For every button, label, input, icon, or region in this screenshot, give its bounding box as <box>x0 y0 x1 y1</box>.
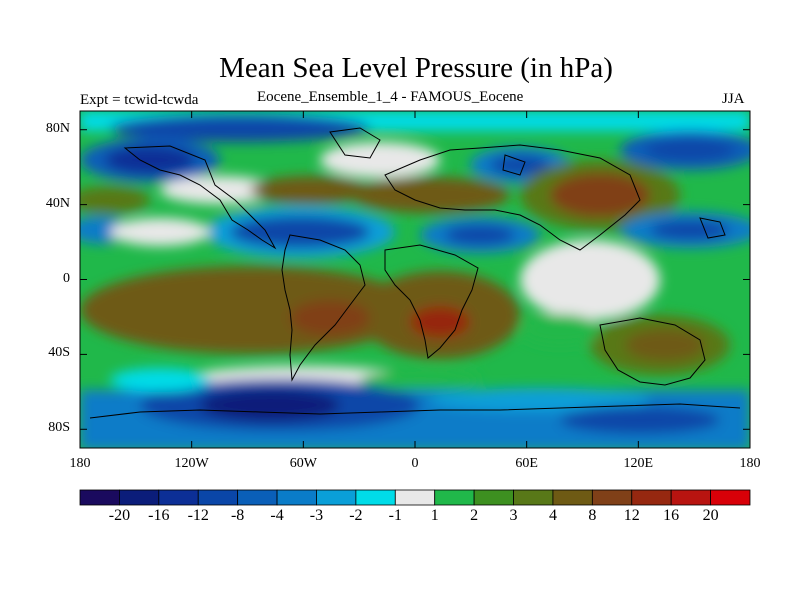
lon-tick-label: 120E <box>623 456 654 471</box>
ensemble-label: Eocene_Ensemble_1_4 - FAMOUS_Eocene <box>257 89 524 105</box>
axis-ticks <box>79 111 751 448</box>
colorbar-swatch <box>79 489 120 506</box>
colorbar-label: -4 <box>270 507 284 524</box>
colorbar-label: -12 <box>187 507 209 524</box>
colorbar-label: 16 <box>663 507 680 524</box>
colorbar-swatch <box>513 489 554 506</box>
lat-tick-label: 0 <box>63 270 70 286</box>
colorbar-swatch <box>473 489 514 506</box>
colorbar-label: 20 <box>702 507 719 524</box>
colorbar-swatch <box>197 489 239 506</box>
colorbar-label: -1 <box>388 507 402 524</box>
colorbar-swatch <box>631 489 672 506</box>
colorbar-label: -3 <box>309 507 324 524</box>
lat-tick-label: 40S <box>48 345 70 361</box>
lon-tick-label: 60W <box>289 456 317 471</box>
colorbar-swatch <box>394 489 436 506</box>
colorbar-swatch <box>355 489 396 506</box>
colorbar-swatch <box>276 489 317 506</box>
lon-tick-label: 180 <box>739 456 761 471</box>
pressure-field <box>80 111 750 448</box>
colorbar <box>79 489 751 506</box>
lat-tick-label: 80N <box>45 120 70 136</box>
season-label: JJA <box>722 91 745 107</box>
colorbar-swatch <box>158 489 199 506</box>
colorbar-label: 1 <box>430 507 439 524</box>
colorbar-swatch <box>670 489 711 506</box>
colorbar-label: -20 <box>108 507 131 524</box>
colorbar-swatch <box>552 489 593 506</box>
colorbar-label: -8 <box>230 507 245 524</box>
colorbar-label: 8 <box>588 507 597 524</box>
coastlines <box>89 127 741 419</box>
colorbar-label: 2 <box>470 507 479 524</box>
colorbar-swatch <box>710 489 751 506</box>
colorbar-swatch <box>316 489 357 506</box>
colorbar-swatch <box>119 489 160 506</box>
colorbar-swatch <box>591 489 633 506</box>
lon-tick-label: 180 <box>69 456 91 471</box>
colorbar-swatch <box>434 489 475 506</box>
lat-tick-label: 80S <box>48 420 70 436</box>
colorbar-label: 12 <box>623 507 640 524</box>
colorbar-swatch <box>237 489 278 506</box>
lat-tick-label: 40N <box>45 195 70 211</box>
colorbar-label: -16 <box>148 507 170 524</box>
colorbar-label: -2 <box>349 507 363 524</box>
lon-tick-label: 0 <box>411 456 419 471</box>
map-title: Mean Sea Level Pressure (in hPa) <box>219 52 613 84</box>
colorbar-label: 4 <box>548 507 557 524</box>
colorbar-label: 3 <box>509 507 518 524</box>
experiment-label: Expt = tcwid-tcwda <box>80 92 199 108</box>
lon-tick-label: 60E <box>515 456 538 471</box>
lon-tick-label: 120W <box>174 456 209 471</box>
